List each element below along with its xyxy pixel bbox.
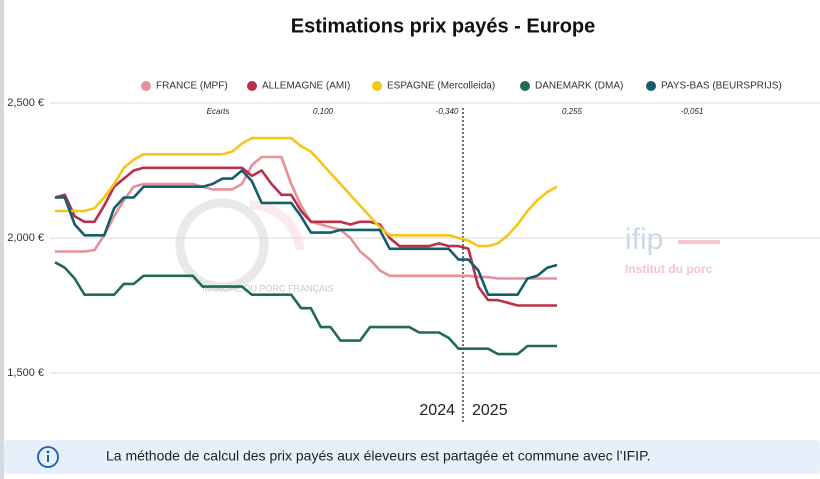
legend-marker bbox=[646, 81, 656, 91]
line-series bbox=[54, 261, 557, 356]
ecart-label: -0,340 bbox=[436, 107, 459, 116]
legend-marker bbox=[520, 81, 530, 91]
watermark-arc bbox=[249, 200, 305, 251]
line-series bbox=[55, 155, 557, 280]
line-series bbox=[55, 136, 558, 248]
watermark-text: MARCHE DU PORC FRANÇAIS bbox=[202, 283, 333, 293]
line-series bbox=[54, 166, 557, 307]
ecart-label: -0,051 bbox=[681, 107, 704, 116]
edge-bar bbox=[0, 0, 4, 479]
legend-marker bbox=[372, 81, 382, 91]
watermark-ring bbox=[175, 198, 269, 292]
watermark-logo bbox=[175, 198, 305, 292]
ecart-label: Ecarts bbox=[207, 107, 230, 116]
legend-label: ESPAGNE (Mercolleida) bbox=[387, 81, 495, 92]
ecart-label: 0,255 bbox=[562, 107, 583, 116]
y-tick-label: 2,000 € bbox=[7, 232, 44, 244]
ecart-label: 0,100 bbox=[313, 107, 334, 116]
period-label: 2024 bbox=[419, 402, 455, 419]
chart-title: Estimations prix payés - Europe bbox=[291, 15, 596, 37]
info-icon-dot bbox=[46, 450, 50, 454]
banner-text: La méthode de calcul des prix payés aux … bbox=[106, 448, 651, 464]
legend-label: PAYS-BAS (BEURSPRIJS) bbox=[661, 81, 782, 92]
info-icon bbox=[37, 446, 59, 468]
info-banner bbox=[4, 440, 820, 474]
legend-label: FRANCE (MPF) bbox=[156, 81, 228, 92]
line-series bbox=[55, 169, 558, 296]
legend-marker bbox=[247, 81, 257, 91]
watermark-brand: ifip bbox=[625, 223, 663, 256]
legend-marker bbox=[141, 81, 151, 91]
legend-label: ALLEMAGNE (AMI) bbox=[262, 81, 350, 92]
period-label: 2025 bbox=[472, 402, 508, 419]
watermark-sub: Institut du porc bbox=[625, 262, 713, 276]
y-tick-label: 2,500 € bbox=[7, 97, 44, 109]
y-tick-label: 1,500 € bbox=[7, 367, 44, 379]
watermark-bar bbox=[678, 240, 720, 244]
legend-label: DANEMARK (DMA) bbox=[535, 81, 623, 92]
